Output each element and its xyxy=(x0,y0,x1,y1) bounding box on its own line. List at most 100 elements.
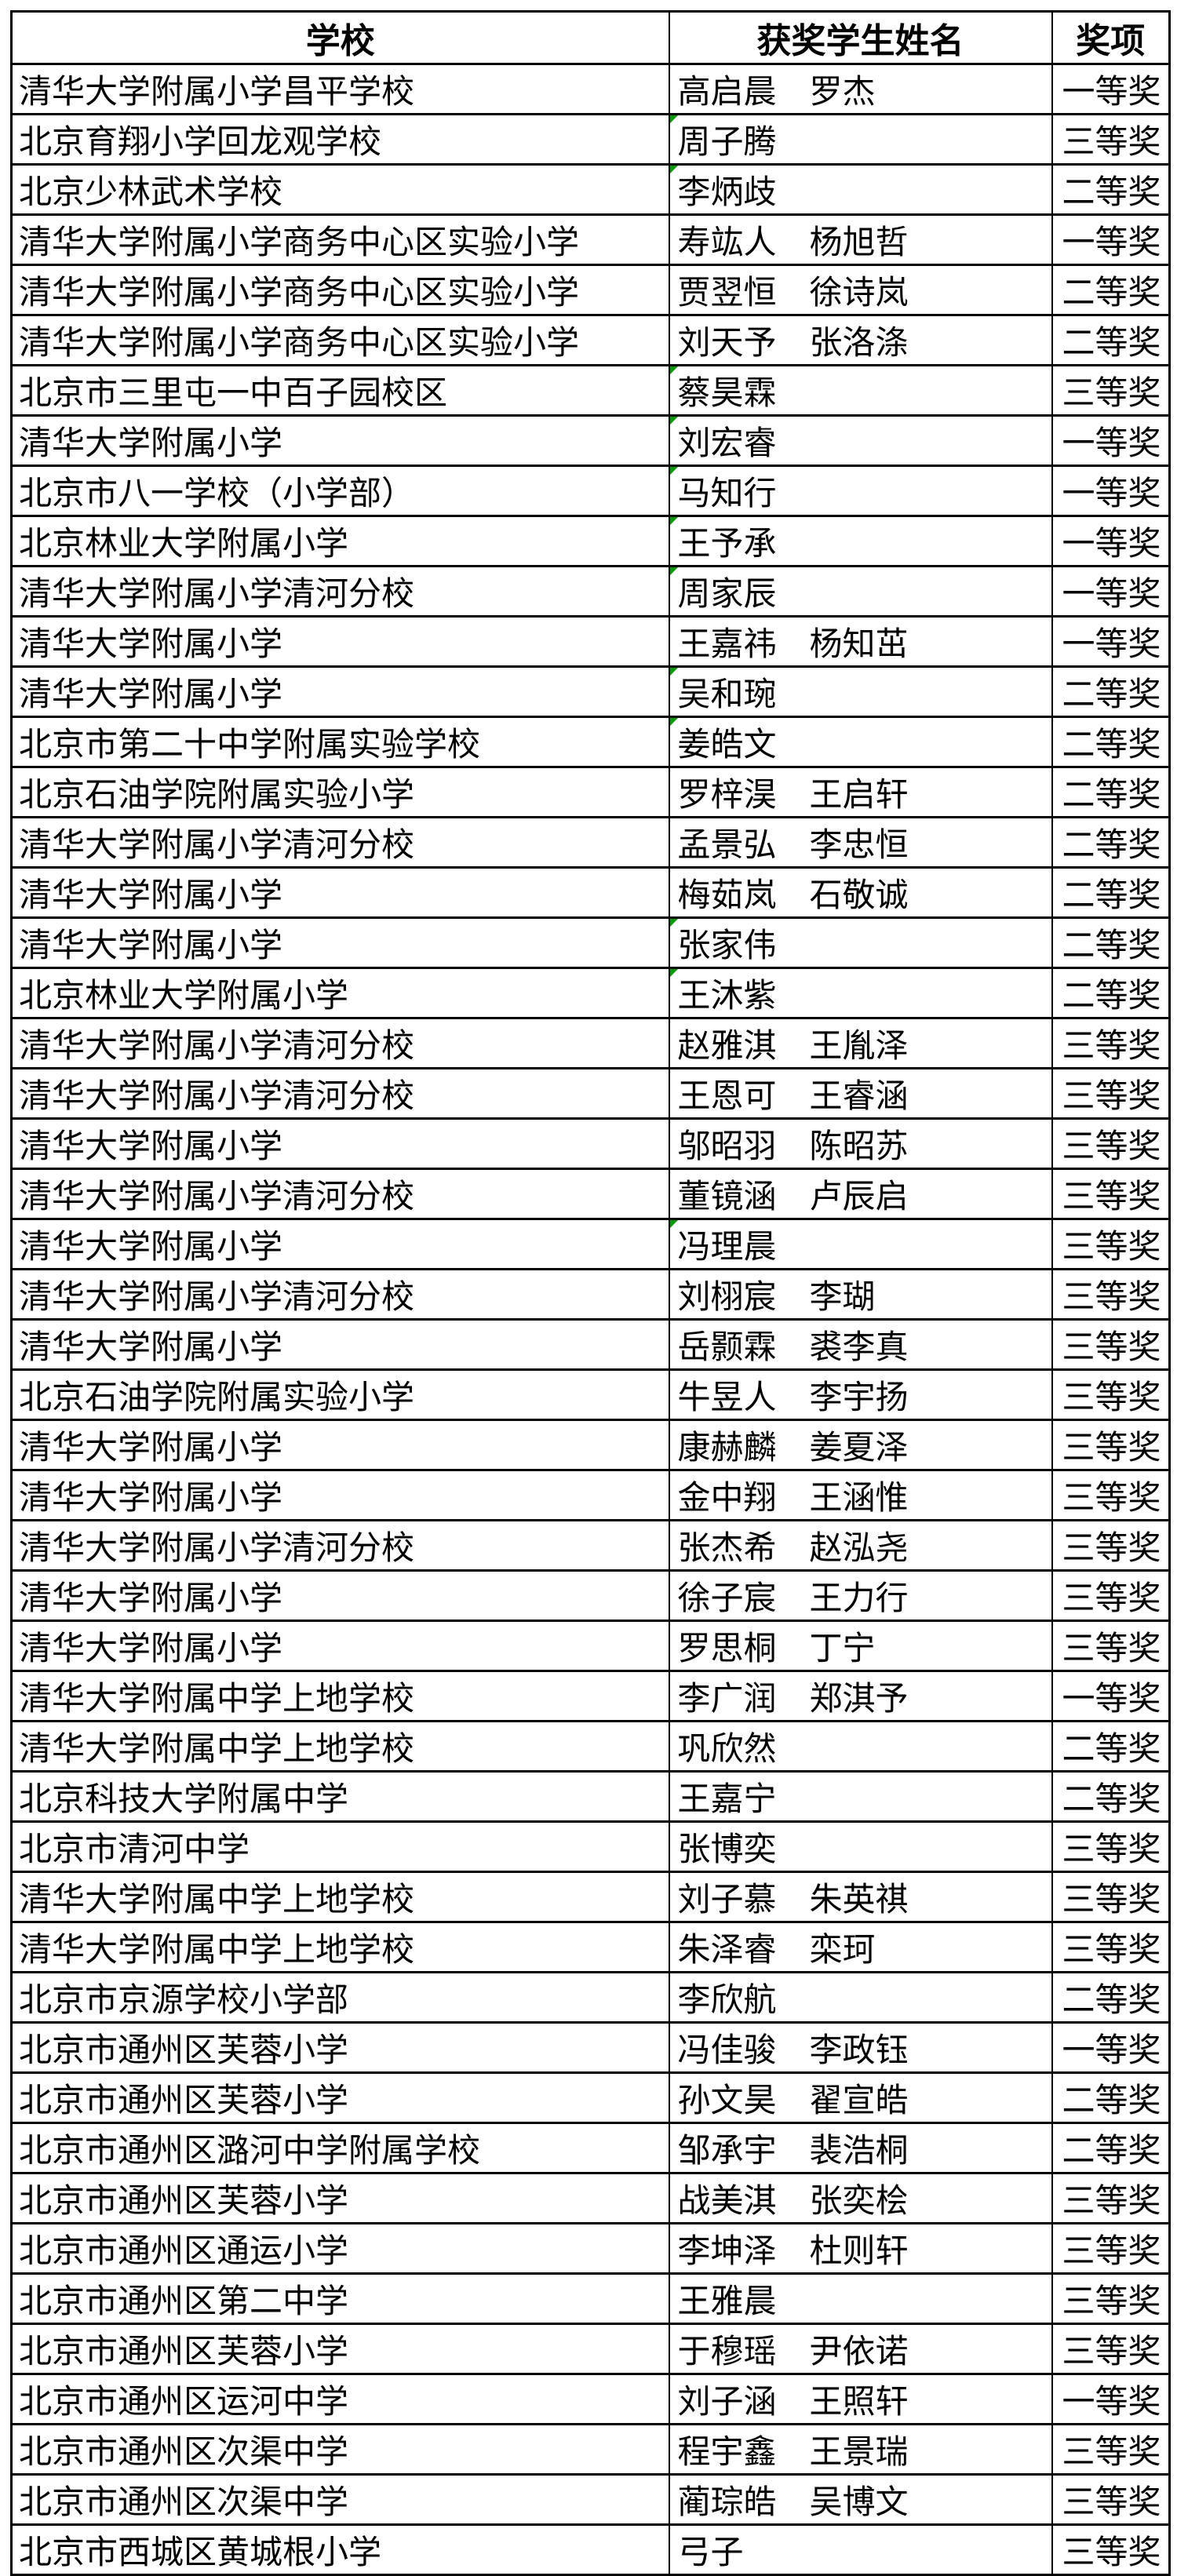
school-cell: 北京市通州区次渠中学 xyxy=(10,2423,670,2476)
table-row: 清华大学附属小学清河分校 张杰希 赵泓尧 三等奖 xyxy=(10,1519,1171,1572)
cell-error-marker xyxy=(670,970,678,977)
award-cell: 三等奖 xyxy=(1051,1871,1171,1923)
cell-error-marker xyxy=(670,116,678,123)
award-cell: 三等奖 xyxy=(1051,2272,1171,2325)
cell-error-marker xyxy=(670,518,678,525)
students-cell: 张博奕 xyxy=(668,1820,1053,1873)
award-cell: 二等奖 xyxy=(1051,816,1171,869)
school-cell: 北京市三里屯一中百子园校区 xyxy=(10,364,670,417)
school-cell: 清华大学附属小学昌平学校 xyxy=(10,63,670,115)
students-cell: 徐子宸 王力行 xyxy=(668,1569,1053,1622)
students-cell: 冯佳骏 李政钰 xyxy=(668,2021,1053,2074)
award-cell: 三等奖 xyxy=(1051,2222,1171,2275)
students-cell: 罗梓淏 王启轩 xyxy=(668,766,1053,818)
table-row: 北京市通州区芙蓉小学 战美淇 张奕桧 三等奖 xyxy=(10,2172,1171,2224)
cell-error-marker xyxy=(670,468,678,475)
school-cell: 清华大学附属小学 xyxy=(10,1620,670,1672)
award-cell: 三等奖 xyxy=(1051,1419,1171,1471)
school-cell: 清华大学附属小学清河分校 xyxy=(10,565,670,618)
students-cell: 刘子慕 朱英祺 xyxy=(668,1871,1053,1923)
award-cell: 二等奖 xyxy=(1051,766,1171,818)
school-cell: 清华大学附属小学 xyxy=(10,916,670,969)
table-row: 清华大学附属小学 罗思桐 丁宁 三等奖 xyxy=(10,1620,1171,1672)
table-row: 清华大学附属小学清河分校 刘栩宸 李瑚 三等奖 xyxy=(10,1268,1171,1321)
school-cell: 北京市通州区芙蓉小学 xyxy=(10,2172,670,2224)
table-row: 清华大学附属小学 邬昭羽 陈昭苏 三等奖 xyxy=(10,1117,1171,1170)
award-cell: 一等奖 xyxy=(1051,2021,1171,2074)
school-cell: 清华大学附属小学 xyxy=(10,1469,670,1521)
award-cell: 三等奖 xyxy=(1051,1519,1171,1572)
students-cell: 刘栩宸 李瑚 xyxy=(668,1268,1053,1321)
students-cell: 周家辰 xyxy=(668,565,1053,618)
table-row: 北京市京源学校小学部 李欣航 二等奖 xyxy=(10,1971,1171,2024)
table-row: 北京市三里屯一中百子园校区 蔡昊霖 三等奖 xyxy=(10,364,1171,417)
students-cell: 刘子涵 王照轩 xyxy=(668,2373,1053,2425)
award-cell: 一等奖 xyxy=(1051,213,1171,266)
school-cell: 北京育翔小学回龙观学校 xyxy=(10,113,670,166)
students-cell: 王沐紫 xyxy=(668,967,1053,1019)
school-cell: 清华大学附属小学清河分校 xyxy=(10,816,670,869)
school-cell: 清华大学附属小学商务中心区实验小学 xyxy=(10,213,670,266)
award-cell: 三等奖 xyxy=(1051,364,1171,417)
students-cell: 罗思桐 丁宁 xyxy=(668,1620,1053,1672)
award-cell: 一等奖 xyxy=(1051,615,1171,668)
school-cell: 北京市八一学校（小学部） xyxy=(10,465,670,517)
school-cell: 清华大学附属小学清河分校 xyxy=(10,1519,670,1572)
award-cell: 二等奖 xyxy=(1051,1971,1171,2024)
cell-error-marker xyxy=(670,1221,678,1228)
students-cell: 李坤泽 杜则轩 xyxy=(668,2222,1053,2275)
school-cell: 清华大学附属中学上地学校 xyxy=(10,1871,670,1923)
school-cell: 北京石油学院附属实验小学 xyxy=(10,766,670,818)
table-row: 清华大学附属小学清河分校 周家辰 一等奖 xyxy=(10,565,1171,618)
award-cell: 二等奖 xyxy=(1051,866,1171,919)
students-cell: 蔡昊霖 xyxy=(668,364,1053,417)
students-cell: 程宇鑫 王景瑞 xyxy=(668,2423,1053,2476)
school-cell: 清华大学附属小学清河分校 xyxy=(10,1017,670,1069)
table-row: 北京林业大学附属小学 王沐紫 二等奖 xyxy=(10,967,1171,1019)
award-cell: 三等奖 xyxy=(1051,1469,1171,1521)
column-header-award: 奖项 xyxy=(1051,10,1171,65)
award-cell: 三等奖 xyxy=(1051,1168,1171,1220)
award-cell: 一等奖 xyxy=(1051,465,1171,517)
students-cell: 王雅晨 xyxy=(668,2272,1053,2325)
students-cell: 战美淇 张奕桧 xyxy=(668,2172,1053,2224)
table-row: 清华大学附属小学 康赫麟 姜夏泽 三等奖 xyxy=(10,1419,1171,1471)
table-row: 北京市通州区通运小学 李坤泽 杜则轩 三等奖 xyxy=(10,2222,1171,2275)
school-cell: 清华大学附属中学上地学校 xyxy=(10,1921,670,1973)
table-row: 北京林业大学附属小学 王予承 一等奖 xyxy=(10,515,1171,567)
cell-error-marker xyxy=(670,417,678,424)
cell-error-marker xyxy=(670,166,678,173)
table-row: 清华大学附属小学清河分校 董镜涵 卢辰启 三等奖 xyxy=(10,1168,1171,1220)
award-cell: 三等奖 xyxy=(1051,1268,1171,1321)
table-row: 清华大学附属小学 王嘉祎 杨知茁 一等奖 xyxy=(10,615,1171,668)
school-cell: 北京市通州区潞河中学附属学校 xyxy=(10,2122,670,2174)
students-cell: 李欣航 xyxy=(668,1971,1053,2024)
school-cell: 清华大学附属小学 xyxy=(10,414,670,467)
table-row: 清华大学附属小学 吴和琬 二等奖 xyxy=(10,665,1171,718)
school-cell: 北京市京源学校小学部 xyxy=(10,1971,670,2024)
students-cell: 刘宏睿 xyxy=(668,414,1053,467)
table-row: 清华大学附属小学 岳颢霖 裘李真 三等奖 xyxy=(10,1318,1171,1371)
table-row: 北京市通州区第二中学 王雅晨 三等奖 xyxy=(10,2272,1171,2325)
award-cell: 三等奖 xyxy=(1051,1218,1171,1270)
students-cell: 冯理晨 xyxy=(668,1218,1053,1270)
award-cell: 三等奖 xyxy=(1051,2323,1171,2375)
students-cell: 邬昭羽 陈昭苏 xyxy=(668,1117,1053,1170)
students-cell: 牛昱人 李宇扬 xyxy=(668,1368,1053,1421)
school-cell: 清华大学附属小学 xyxy=(10,665,670,718)
school-cell: 清华大学附属小学商务中心区实验小学 xyxy=(10,314,670,366)
cell-error-marker xyxy=(670,669,678,676)
table-row: 清华大学附属小学 刘宏睿 一等奖 xyxy=(10,414,1171,467)
table-row: 清华大学附属小学商务中心区实验小学 刘天予 张洛涤 二等奖 xyxy=(10,314,1171,366)
table-row: 北京市通州区运河中学 刘子涵 王照轩 一等奖 xyxy=(10,2373,1171,2425)
school-cell: 清华大学附属小学 xyxy=(10,1419,670,1471)
table-row: 清华大学附属小学 张家伟 二等奖 xyxy=(10,916,1171,969)
students-cell: 马知行 xyxy=(668,465,1053,517)
students-cell: 刘天予 张洛涤 xyxy=(668,314,1053,366)
award-cell: 一等奖 xyxy=(1051,63,1171,115)
award-cell: 三等奖 xyxy=(1051,2523,1171,2576)
award-cell: 二等奖 xyxy=(1051,2122,1171,2174)
school-cell: 清华大学附属小学 xyxy=(10,1218,670,1270)
table-row: 北京市第二十中学附属实验学校 姜皓文 二等奖 xyxy=(10,716,1171,768)
award-cell: 三等奖 xyxy=(1051,1067,1171,1120)
